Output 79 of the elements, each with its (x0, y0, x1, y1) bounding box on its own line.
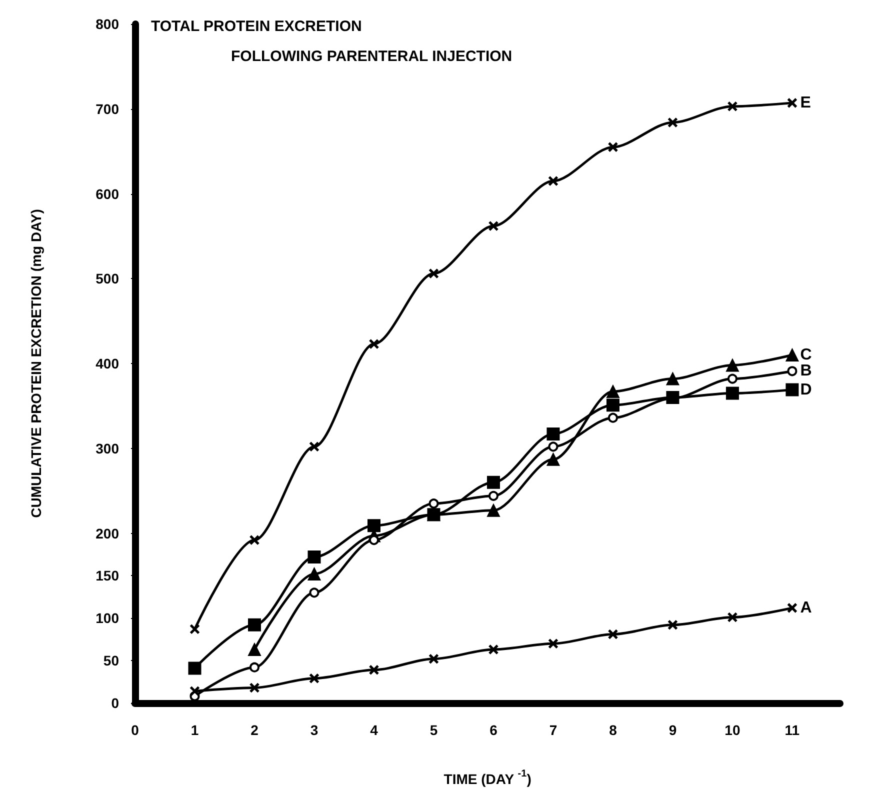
point (546, 452, 560, 466)
point (248, 643, 261, 656)
chart-title: TOTAL PROTEIN EXCRETION (151, 18, 362, 35)
point (667, 117, 678, 128)
series-label: B (800, 362, 812, 380)
x-tick-label: 9 (668, 722, 677, 738)
y-tick-label: 300 (96, 440, 120, 456)
y-tick-label: 800 (96, 16, 120, 32)
point (726, 386, 739, 400)
point (308, 567, 321, 580)
point (667, 620, 678, 630)
text: FOLLOWING PARENTERAL INJECTION (231, 48, 512, 65)
y-tick-label: 50 (103, 652, 120, 669)
point (608, 142, 618, 152)
y-tick-label: 200 (96, 525, 120, 542)
point (786, 98, 798, 108)
point (787, 366, 798, 376)
x-tick-label: 1 (190, 722, 199, 738)
series-label: D (800, 381, 812, 398)
point (727, 612, 738, 623)
point (606, 385, 620, 398)
point (727, 374, 738, 384)
y-tick-label: 600 (96, 186, 120, 202)
point (308, 441, 320, 452)
point (548, 638, 558, 649)
x-tick-label: 8 (609, 722, 618, 738)
y-tick-label: 500 (96, 270, 120, 287)
y-tick-label: 700 (96, 100, 120, 117)
point (488, 644, 499, 655)
point (727, 101, 738, 112)
x-tick-label: 7 (549, 722, 558, 738)
y-tick-label: 400 (96, 356, 120, 372)
point (666, 372, 680, 386)
x-tick-label: 3 (310, 722, 318, 738)
point (428, 498, 439, 509)
point (309, 588, 320, 598)
point (606, 398, 620, 412)
series-label: A (800, 599, 812, 616)
x-tick-label: 0 (131, 722, 140, 738)
x-tick-label: 4 (370, 722, 378, 738)
x-tick-label: 2 (250, 722, 259, 738)
point (546, 427, 560, 440)
x-tick-label: 5 (430, 722, 438, 738)
y-tick-label: 0 (111, 695, 120, 711)
point (726, 358, 739, 372)
x-tick-label: 11 (784, 722, 800, 738)
point (786, 602, 798, 614)
y-tick-label: 150 (96, 568, 120, 584)
point (488, 220, 499, 232)
point (548, 176, 558, 186)
point (548, 442, 558, 452)
point (308, 673, 320, 684)
point (368, 664, 380, 676)
x-tick-label: 6 (490, 722, 498, 738)
point (486, 476, 500, 489)
point (488, 490, 498, 501)
point (786, 383, 799, 396)
point (248, 618, 261, 632)
point (427, 508, 440, 522)
point (428, 268, 439, 279)
point (666, 390, 680, 404)
point (188, 662, 202, 675)
series-label: C (800, 346, 812, 364)
y-tick-label: 100 (96, 610, 120, 626)
x-tick-label: 10 (724, 722, 740, 738)
point (308, 550, 321, 564)
point (428, 654, 439, 664)
point (249, 534, 260, 546)
point (608, 629, 618, 640)
point (249, 682, 260, 693)
point (608, 412, 618, 423)
y-axis-title: CUMULATIVE PROTEIN EXCRETION (mg DAY) (28, 209, 44, 518)
point (486, 504, 500, 517)
point (367, 519, 380, 532)
point (250, 662, 260, 672)
series-label: E (800, 94, 812, 112)
point (786, 348, 799, 362)
point (189, 624, 200, 634)
point (368, 338, 380, 350)
